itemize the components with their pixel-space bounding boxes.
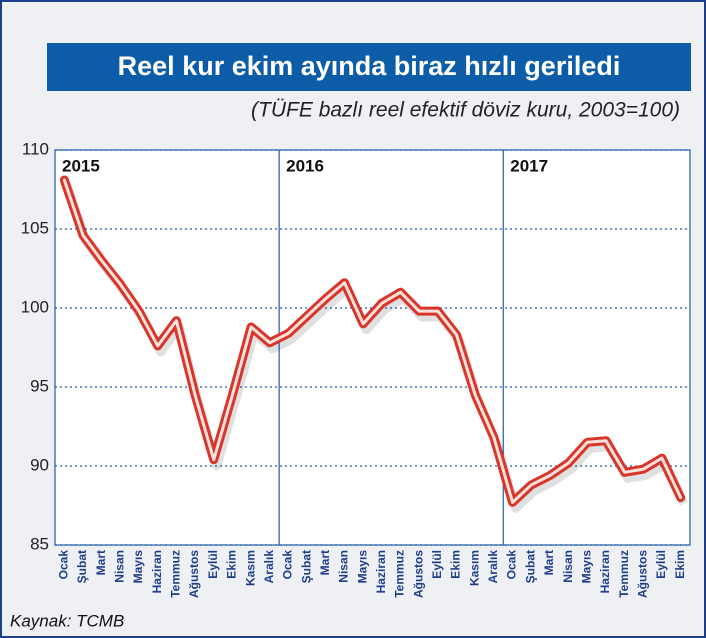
- x-tick-label: Temmuz: [617, 550, 631, 598]
- line-highlight: [62, 178, 683, 504]
- x-tick-label: Temmuz: [393, 550, 407, 598]
- x-tick-label: Mart: [94, 550, 108, 575]
- x-tick-label: Haziran: [150, 550, 164, 593]
- y-tick-label: 85: [30, 534, 49, 553]
- x-tick-label: Şubat: [523, 550, 537, 583]
- x-tick-label: Temmuz: [169, 550, 183, 598]
- x-tick-label: Ocak: [505, 550, 519, 580]
- x-tick-label: Eylül: [206, 550, 220, 579]
- plot-area: [55, 150, 690, 545]
- x-tick-label: Haziran: [374, 550, 388, 593]
- y-tick-label: 95: [30, 376, 49, 395]
- title-banner: [47, 43, 691, 91]
- year-label: 2015: [62, 156, 100, 175]
- x-tick-label: Ekim: [673, 550, 687, 579]
- x-tick-label: Mart: [542, 550, 556, 575]
- chart-title: Reel kur ekim ayında biraz hızlı geriled…: [118, 51, 621, 81]
- plot-border: [54, 149, 691, 546]
- x-tick-label: Aralık: [486, 550, 500, 584]
- x-tick-label: Nisan: [337, 550, 351, 583]
- x-tick-label: Ocak: [281, 550, 295, 580]
- x-tick-label: Nisan: [113, 550, 127, 583]
- line-shadow: [63, 184, 688, 513]
- x-tick-label: Haziran: [598, 550, 612, 593]
- source: Kaynak: TCMB: [10, 611, 124, 630]
- x-tick-label: Mayıs: [579, 550, 593, 584]
- x-tick-label: Mart: [318, 550, 332, 575]
- y-tick-label: 90: [30, 455, 49, 474]
- x-tick-label: Mayıs: [355, 550, 369, 584]
- year-label: 2016: [286, 156, 324, 175]
- x-tick-label: Ekim: [449, 550, 463, 579]
- x-tick-label: Kasım: [467, 550, 481, 586]
- x-tick-label: Şubat: [75, 550, 89, 583]
- y-tick-label: 105: [21, 218, 49, 237]
- y-tick-label: 100: [21, 297, 49, 316]
- x-tick-label: Ağustos: [411, 550, 425, 598]
- x-tick-label: Ocak: [57, 550, 71, 580]
- x-tick-label: Ağustos: [187, 550, 201, 598]
- y-tick-label: 110: [22, 139, 49, 158]
- x-tick-label: Eylül: [430, 550, 444, 579]
- x-tick-label: Kasım: [243, 550, 257, 586]
- x-tick-label: Aralık: [262, 550, 276, 584]
- x-tick-label: Şubat: [299, 550, 313, 583]
- x-tick-label: Eylül: [654, 550, 668, 579]
- year-label: 2017: [510, 156, 548, 175]
- x-tick-label: Ağustos: [635, 550, 649, 598]
- x-tick-label: Mayıs: [131, 550, 145, 584]
- x-tick-label: Nisan: [561, 550, 575, 583]
- chart-subtitle: (TÜFE bazlı reel efektif döviz kuru, 200…: [251, 99, 680, 122]
- x-tick-label: Ekim: [225, 550, 239, 579]
